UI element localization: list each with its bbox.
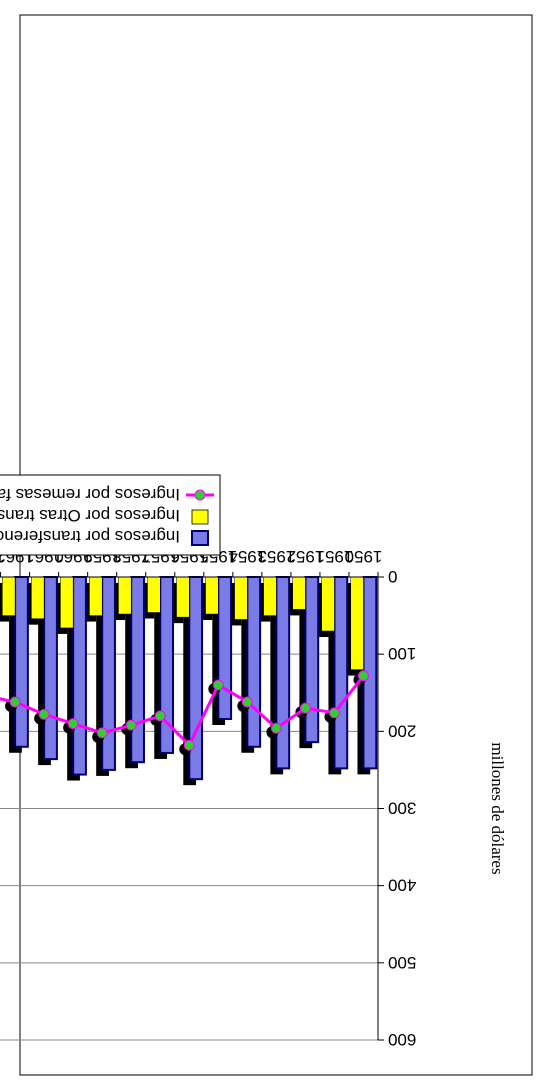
legend-swatch: [191, 509, 209, 525]
bar-otras-transferencias: [60, 576, 74, 629]
y-axis-label: millones de dólares: [488, 742, 507, 874]
bar-transferencias: [43, 576, 58, 761]
bar-transferencias: [72, 576, 87, 776]
y-tick-label: 500: [388, 953, 416, 972]
bar-transferencias: [275, 575, 291, 770]
point-remesas-familiares: [38, 708, 50, 720]
line-remesas-familiares: [0, 674, 365, 748]
bar-otras-transferencias: [147, 576, 161, 613]
bar-otras-transferencias: [2, 576, 16, 616]
x-tick-label: 1963: [0, 547, 5, 566]
x-tick-label: 1950: [345, 547, 383, 566]
bar-transferencias: [333, 575, 349, 770]
legend-swatch: [191, 530, 209, 546]
point-remesas-familiares: [154, 710, 166, 722]
point-remesas-familiares: [183, 739, 195, 751]
point-remesas-familiares: [328, 707, 340, 719]
bar-otras-transferencias: [118, 576, 132, 615]
y-tick-label: 0: [388, 567, 397, 586]
bar-otras-transferencias: [176, 576, 190, 618]
legend: Ingresos por transferencias Ingresos por …: [0, 474, 221, 556]
x-tick-label: 1952: [287, 547, 325, 566]
x-tick-label: 1953: [257, 547, 295, 566]
legend-swatch-marker: [194, 489, 206, 501]
bar-otras-transferencias: [350, 576, 364, 670]
point-remesas-familiares: [96, 727, 108, 739]
x-tick-label: 1951: [316, 547, 354, 566]
x-tick-label: 1954: [228, 547, 266, 566]
point-remesas-familiares: [67, 718, 79, 730]
point-remesas-familiares: [270, 722, 282, 734]
y-tick-label: 200: [388, 721, 416, 740]
point-remesas-familiares: [241, 696, 253, 708]
y-tick-label: 400: [388, 876, 416, 895]
point-remesas-familiares: [212, 679, 224, 691]
bar-transferencias: [14, 576, 29, 748]
legend-label: Ingresos por transferencias: [0, 527, 180, 546]
bar-transferencias: [217, 576, 233, 720]
y-tick-label: 600: [388, 1030, 416, 1049]
bar-transferencias: [101, 575, 116, 771]
y-tick-label: 300: [388, 799, 416, 818]
bar-otras-transferencias: [89, 576, 103, 616]
point-remesas-familiares: [357, 670, 369, 682]
legend-box: [0, 474, 221, 556]
bar-transferencias: [304, 575, 320, 744]
bar-otras-transferencias: [205, 576, 219, 615]
bar-otras-transferencias: [31, 576, 45, 619]
point-remesas-familiares: [299, 702, 311, 714]
bar-otras-transferencias: [234, 576, 248, 620]
bar-transferencias: [246, 576, 262, 748]
bar-otras-transferencias: [321, 576, 335, 632]
y-tick-label: 100: [388, 644, 416, 663]
point-remesas-familiares: [125, 719, 137, 731]
legend-label: Ingresos por Otras transferencias: [0, 506, 180, 525]
bar-otras-transferencias: [292, 576, 306, 610]
legend-label: Ingresos por remesas familiares: [0, 485, 180, 504]
bar-otras-transferencias: [263, 576, 277, 616]
point-remesas-familiares: [9, 696, 21, 708]
bar-transferencias: [130, 576, 145, 764]
